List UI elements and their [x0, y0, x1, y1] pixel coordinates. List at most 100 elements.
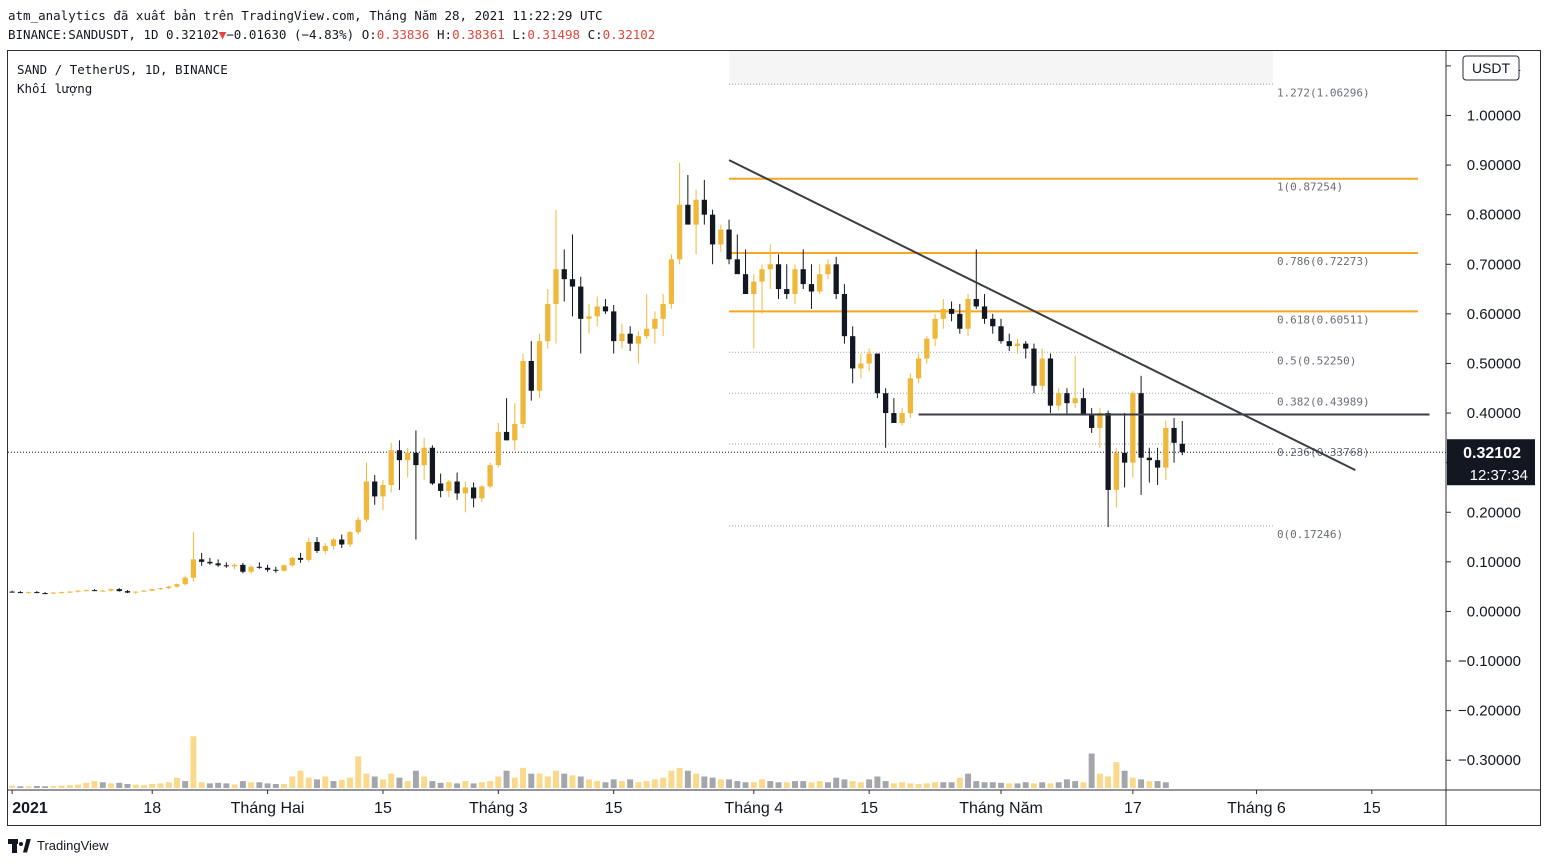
candle-body — [141, 590, 147, 592]
volume-bar — [347, 777, 353, 788]
volume-bar — [215, 782, 222, 788]
volume-bar — [338, 779, 345, 788]
candle-body — [116, 589, 122, 592]
candle-body — [545, 303, 551, 342]
candle-body — [9, 591, 15, 593]
volume-bar — [99, 782, 106, 788]
volume-bar — [355, 756, 362, 788]
candle-body — [1121, 452, 1128, 463]
volume-bar — [874, 776, 881, 788]
volume-bar — [1022, 782, 1029, 788]
candle-body — [34, 592, 40, 594]
candle-body — [50, 592, 56, 594]
fib-level-label: 0.382(0.43989) — [1277, 395, 1370, 408]
volume-bar — [528, 773, 535, 788]
candle-body — [973, 298, 979, 307]
volume-bar — [709, 777, 716, 788]
volume-bar — [421, 776, 428, 788]
candle-body — [668, 259, 675, 304]
candle-body — [981, 306, 988, 319]
candle-body — [767, 264, 773, 270]
trend-line — [728, 159, 1356, 471]
volume-bar — [569, 775, 576, 788]
high-value: 0.38361 — [452, 27, 505, 42]
volume-bar — [1080, 782, 1087, 788]
candle-body — [1171, 427, 1177, 443]
time-tick-label: Tháng 6 — [1227, 800, 1286, 817]
tradingview-logo-icon — [8, 838, 32, 853]
time-tick-label: 15 — [860, 800, 878, 817]
candle-body — [1154, 460, 1161, 468]
volume-bar — [1113, 762, 1120, 788]
volume-bar — [404, 781, 411, 788]
volume-bar — [948, 782, 955, 788]
candle-body — [833, 264, 839, 295]
volume-bar — [981, 782, 988, 788]
volume-bar — [108, 783, 114, 788]
volume-bar — [1138, 779, 1145, 788]
candle-body — [339, 539, 345, 545]
candle-body — [1056, 393, 1062, 406]
volume-bar — [223, 783, 230, 788]
price-tick-label: 0.00000 — [1467, 603, 1521, 620]
candle-body — [462, 487, 468, 494]
volume-bar — [314, 779, 320, 788]
price-tick-label: 0.70000 — [1467, 256, 1521, 273]
volume-bar — [1146, 781, 1153, 788]
price-tick-label: −0.20000 — [1458, 703, 1521, 720]
brand-text: TradingView — [37, 838, 109, 853]
open-value: 0.33836 — [376, 27, 430, 42]
volume-bar — [322, 776, 329, 788]
candle-body — [405, 452, 411, 461]
volume-bar — [412, 770, 419, 788]
candle-body — [355, 519, 361, 533]
candle-body — [495, 431, 501, 466]
candle-body — [100, 590, 106, 592]
fib-level-label: 0.618(0.60511) — [1277, 313, 1370, 326]
volume-bar — [437, 782, 444, 788]
volume-bar — [1047, 783, 1054, 788]
candle-body — [1089, 415, 1095, 428]
volume-bar — [165, 782, 172, 788]
volume-bar — [965, 773, 972, 788]
candle-body — [380, 484, 386, 497]
candle-body — [759, 269, 765, 282]
volume-bar — [116, 782, 123, 788]
candle-body — [1105, 413, 1111, 490]
candle-body — [149, 589, 155, 591]
volume-bar — [635, 782, 642, 788]
footer-brand[interactable]: TradingView — [8, 838, 109, 853]
candle-body — [1163, 427, 1169, 468]
volume-bar — [610, 779, 617, 788]
volume-bar — [890, 783, 897, 788]
candle-body — [866, 353, 872, 364]
volume-bar — [602, 782, 609, 788]
candle-body — [990, 318, 996, 327]
volume-bar — [882, 781, 889, 788]
symbol-info: BINANCE:SANDUSDT, 1D 0.32102 — [8, 27, 219, 42]
volume-bar — [190, 736, 197, 788]
volume-bar — [503, 770, 510, 788]
time-tick-label: 18 — [143, 800, 161, 817]
candle-body — [899, 413, 905, 423]
volume-bar — [9, 785, 16, 788]
volume-bar — [371, 776, 378, 788]
candle-body — [413, 452, 419, 466]
last-price-label: 0.32102 — [1463, 445, 1521, 462]
price-tick-label: 0.10000 — [1467, 554, 1521, 571]
candle-body — [940, 308, 946, 319]
candle-layer — [9, 162, 1185, 595]
fib-extension-zone — [729, 51, 1273, 85]
time-tick-label: Tháng 3 — [469, 800, 528, 817]
currency-label: USDT — [1472, 60, 1511, 76]
candle-body — [231, 564, 238, 567]
candle-body — [998, 326, 1004, 342]
symbol-ohlc-line: BINANCE:SANDUSDT, 1D 0.32102▼−0.01630 (−… — [8, 27, 655, 42]
volume-bar — [157, 783, 164, 788]
volume-bar — [239, 781, 246, 788]
volume-bar — [248, 782, 255, 788]
candle-body — [1138, 393, 1144, 458]
candle-body — [569, 279, 576, 287]
fib-layer: 1.272(1.06296) 1(0.87254) 0.786(0.72273) 0.… — [8, 51, 1446, 541]
